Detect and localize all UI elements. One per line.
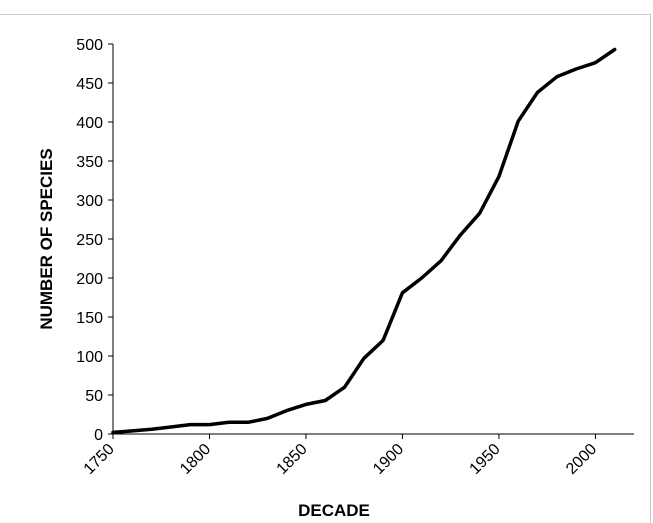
y-tick-label: 250 [76, 232, 103, 249]
y-tick-label: 0 [94, 427, 103, 444]
y-tick-label: 400 [76, 115, 103, 132]
y-axis-ticks: 0 50 100 150 200 250 300 350 400 450 500 [76, 37, 113, 444]
y-tick-label: 50 [85, 388, 103, 405]
y-tick-label: 200 [76, 271, 103, 288]
x-tick-label: 1950 [467, 441, 504, 478]
y-axis-title: NUMBER OF SPECIES [37, 148, 56, 329]
series-line [111, 47, 617, 435]
x-axis-ticks: 1750 1800 1850 1900 1950 2000 [81, 434, 600, 478]
x-axis-title: DECADE [298, 501, 370, 520]
y-tick-label: 100 [76, 349, 103, 366]
y-tick-label: 150 [76, 310, 103, 327]
x-tick-label: 1750 [81, 441, 118, 478]
series-layer [111, 47, 617, 435]
x-tick-label: 1900 [370, 441, 407, 478]
x-tick-label: 2000 [563, 441, 600, 478]
x-tick-label: 1850 [274, 441, 311, 478]
chart-frame [0, 14, 651, 523]
x-tick-label: 1800 [177, 441, 214, 478]
y-tick-label: 450 [76, 76, 103, 93]
y-tick-label: 300 [76, 193, 103, 210]
axes [112, 44, 634, 435]
y-tick-label: 350 [76, 154, 103, 171]
y-tick-label: 500 [76, 37, 103, 54]
